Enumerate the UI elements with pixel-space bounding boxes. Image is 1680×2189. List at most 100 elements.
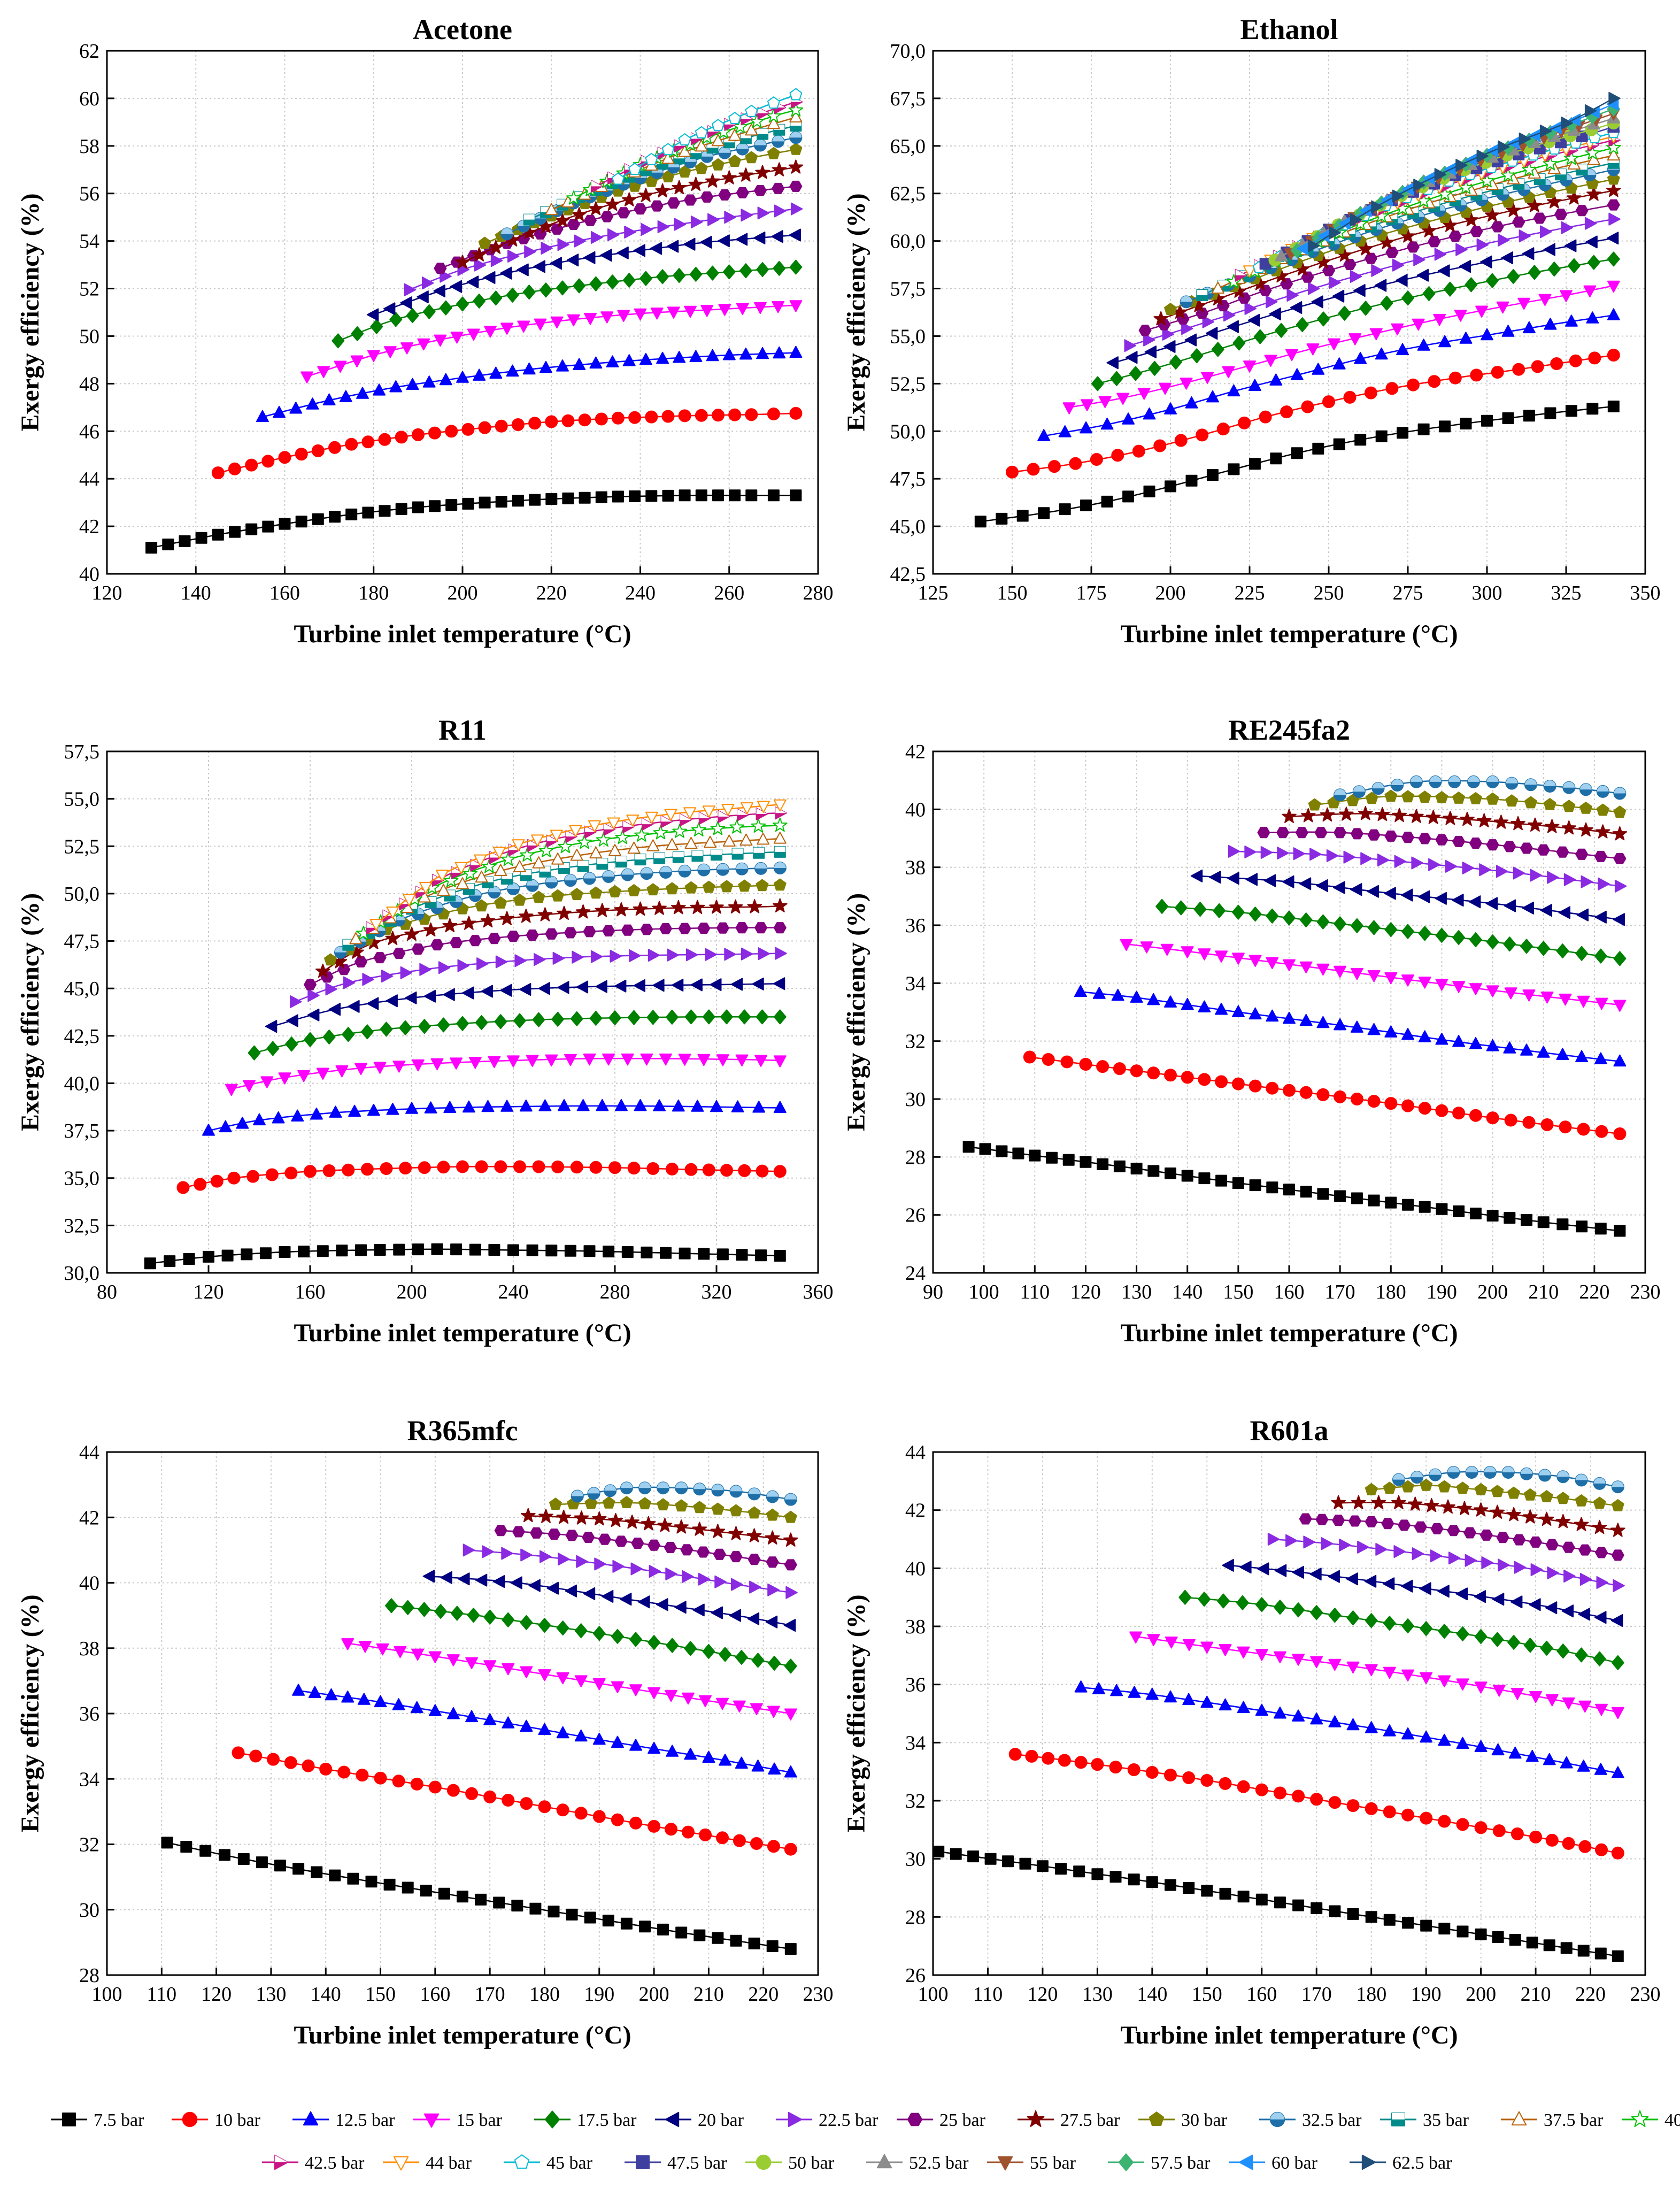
x-axis-label: Turbine inlet temperature (°C) [1120, 2021, 1458, 2049]
data-point [706, 349, 719, 362]
data-point [1420, 1672, 1433, 1685]
data-point [1434, 168, 1447, 181]
data-point [766, 1490, 779, 1503]
data-point [400, 342, 414, 355]
data-point [406, 378, 419, 390]
data-point [1200, 1774, 1214, 1787]
data-point [450, 280, 463, 293]
data-point [339, 390, 352, 402]
data-point [450, 332, 464, 344]
data-point [711, 1502, 725, 1515]
data-point [1529, 1598, 1541, 1611]
y-tick-label: 58 [79, 135, 99, 158]
data-point [1435, 892, 1447, 905]
data-point [1392, 258, 1405, 272]
chart-panels: 120 140 160 180 200 220 240 260 2804042444648505… [16, 13, 1661, 2049]
data-point [615, 856, 627, 868]
data-point [243, 1080, 256, 1092]
data-point [608, 1512, 623, 1527]
data-point [1575, 848, 1589, 860]
data-point [1198, 1172, 1211, 1185]
data-point [657, 1518, 673, 1532]
data-point [465, 1657, 479, 1670]
data-point [253, 1113, 266, 1126]
data-point [747, 1506, 761, 1519]
data-point [1474, 1821, 1488, 1834]
data-point [712, 409, 725, 422]
data-point [747, 899, 762, 913]
data-point [1538, 1469, 1552, 1482]
series-group [161, 1481, 798, 1955]
series-7-5-bar [933, 1846, 1624, 1962]
data-point [1493, 815, 1509, 829]
data-point [545, 875, 558, 889]
y-axis-label: Exergy efficiency (%) [16, 193, 44, 431]
data-point [1411, 1471, 1424, 1484]
data-point [666, 1745, 679, 1757]
data-point [728, 408, 742, 421]
data-point [1310, 1656, 1323, 1669]
data-point [1360, 852, 1373, 865]
data-point [446, 1707, 460, 1719]
x-tick-label: 280 [600, 1281, 630, 1303]
data-point [462, 497, 474, 510]
chart-title: R365mfc [407, 1415, 518, 1447]
y-axis-label: Exergy efficiency (%) [842, 193, 870, 431]
data-point [424, 1101, 437, 1113]
data-point [1106, 356, 1119, 370]
data-point [374, 1695, 387, 1708]
x-tick-label: 130 [1082, 1983, 1113, 2006]
x-tick-label: 200 [397, 1281, 427, 1303]
data-point [537, 907, 553, 921]
legend-item-32-5-bar: 32.5 bar [1259, 2110, 1362, 2130]
data-point [1607, 401, 1620, 412]
data-point [556, 280, 569, 296]
data-point [1470, 226, 1483, 237]
data-point [673, 268, 686, 283]
data-point [1381, 1518, 1394, 1530]
legend-label: 22.5 bar [819, 2110, 878, 2130]
data-point [625, 1514, 640, 1529]
data-point [702, 1643, 715, 1659]
data-point [246, 1170, 260, 1183]
plot-frame [106, 750, 819, 1274]
data-point [1560, 1756, 1573, 1769]
x-tick-label: 320 [702, 1281, 732, 1303]
data-point [996, 1145, 1008, 1157]
data-point [1392, 808, 1407, 823]
data-point [691, 1100, 704, 1112]
data-point [494, 1160, 507, 1173]
data-point [731, 1578, 743, 1591]
data-point [1596, 1576, 1608, 1589]
series-10-bar [1023, 1050, 1627, 1140]
data-point [1249, 1007, 1262, 1020]
data-point [1537, 1216, 1550, 1228]
data-point [619, 1593, 632, 1606]
data-point [1540, 225, 1552, 239]
data-point [284, 1166, 298, 1180]
data-point [1530, 869, 1542, 882]
data-point [750, 1837, 763, 1850]
data-point [718, 810, 730, 823]
data-point [1155, 898, 1169, 914]
data-point [1346, 1718, 1360, 1731]
data-point [1486, 1111, 1499, 1125]
series-25-bar [1299, 1513, 1624, 1561]
data-point [443, 988, 455, 1001]
legend-item-7-5-bar: 7.5 bar [51, 2110, 144, 2130]
data-point [1596, 785, 1609, 798]
data-point [773, 799, 787, 812]
legend-item-55-bar: 55 bar [987, 2153, 1076, 2173]
data-point [300, 371, 314, 383]
data-point [640, 1053, 653, 1066]
data-point [652, 901, 667, 915]
data-point [347, 1872, 359, 1885]
series-12-5-bar [202, 1099, 787, 1136]
series-30-bar [1308, 789, 1627, 818]
data-point [752, 977, 764, 990]
data-point [532, 856, 545, 869]
data-point [729, 819, 744, 834]
y-tick-label: 40,0 [64, 1072, 100, 1095]
data-point [325, 982, 337, 996]
data-point [463, 866, 478, 880]
